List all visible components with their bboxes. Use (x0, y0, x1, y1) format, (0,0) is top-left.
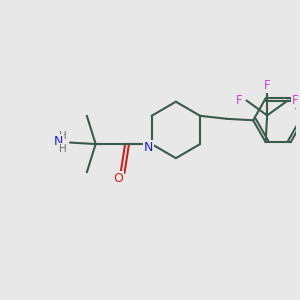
Text: F: F (236, 94, 242, 107)
Text: H: H (59, 131, 67, 141)
Text: H: H (59, 144, 67, 154)
Text: O: O (113, 172, 123, 185)
Text: F: F (292, 94, 298, 107)
Text: F: F (264, 79, 270, 92)
Text: N: N (54, 135, 63, 148)
Text: N: N (144, 140, 153, 154)
